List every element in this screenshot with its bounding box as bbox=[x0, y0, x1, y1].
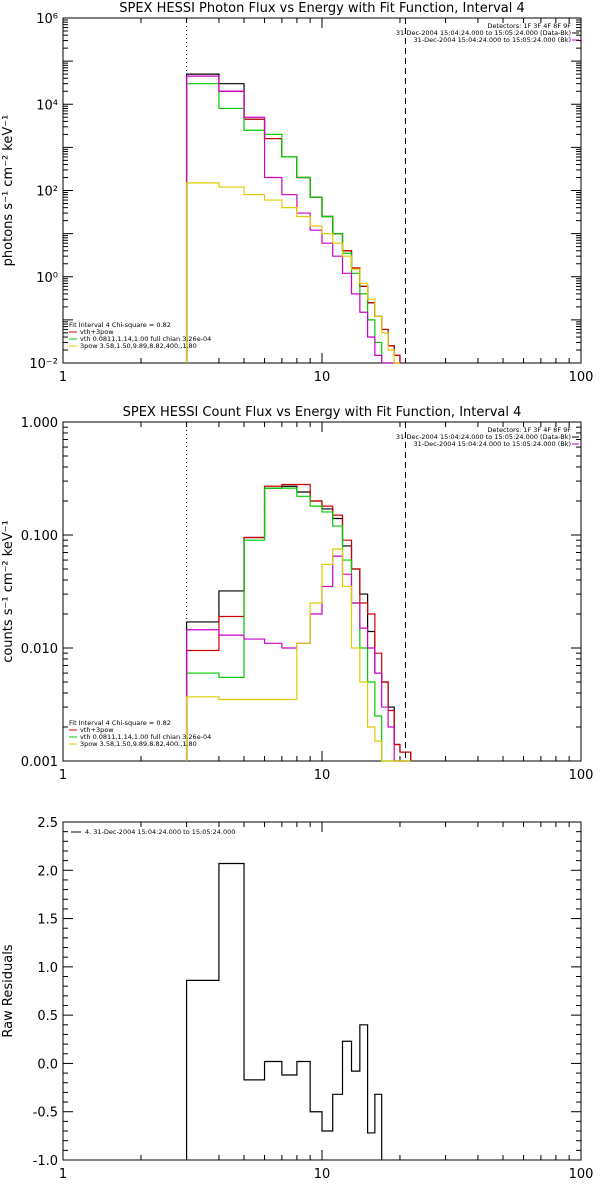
raw-residuals-y-axis-label: Raw Residuals bbox=[1, 944, 16, 1037]
count-flux-fit-legend-entry: Fit Interval 4 Chi-square = 0.82 bbox=[69, 719, 171, 727]
count-flux-series-1 bbox=[185, 483, 412, 761]
photon-flux-y-tick-label: 10² bbox=[36, 185, 58, 200]
photon-flux-panel: SPEX HESSI Photon Flux vs Energy with Fi… bbox=[1, 1, 593, 385]
photon-flux-y-tick-label: 10⁻² bbox=[29, 357, 58, 372]
count-flux-fit-legend-entry: vth+3pow bbox=[80, 726, 114, 734]
raw-residuals-x-tick-label: 1 bbox=[59, 1167, 67, 1182]
raw-residuals-y-tick-label: 1.5 bbox=[37, 913, 58, 928]
photon-flux-fit-legend-entry: vth 0.0811,1.14,1.00 full chian 3.26e-04 bbox=[80, 335, 211, 343]
count-flux-detector-info: Detectors: 1F 3F 4F 8F 9F bbox=[487, 426, 571, 434]
photon-flux-title: SPEX HESSI Photon Flux vs Energy with Fi… bbox=[119, 1, 525, 16]
raw-residuals-y-tick-label: 0.5 bbox=[37, 1009, 58, 1024]
raw-residuals-series-0 bbox=[185, 862, 383, 1160]
count-flux-series-0 bbox=[185, 485, 412, 761]
photon-flux-series-4 bbox=[185, 182, 400, 364]
raw-residuals-y-tick-label: 0.0 bbox=[37, 1057, 58, 1072]
photon-flux-x-tick-label: 100 bbox=[569, 370, 594, 385]
photon-flux-series-3 bbox=[185, 75, 400, 364]
photon-flux-detector-info: Detectors: 1F 3F 4F 8F 9F bbox=[487, 22, 571, 30]
photon-flux-fit-legend-entry: 3pow 3.58,1.50,9.89,8.82,400.,1.80 bbox=[80, 342, 197, 350]
count-flux-detector-info: 31-Dec-2004 15:04:24.000 to 15:05:24.000… bbox=[414, 440, 572, 448]
photon-flux-plot-frame bbox=[62, 17, 582, 364]
raw-residuals-y-tick-label: 2.0 bbox=[37, 864, 58, 879]
count-flux-y-tick-label: 1.000 bbox=[21, 416, 58, 431]
raw-residuals-y-tick-label: -0.5 bbox=[33, 1106, 58, 1121]
photon-flux-y-tick-label: 10⁰ bbox=[36, 271, 58, 286]
count-flux-fit-legend-entry: vth 0.0811,1.14,1.00 full chian 3.26e-04 bbox=[80, 733, 211, 741]
photon-flux-x-tick-label: 1 bbox=[59, 370, 67, 385]
count-flux-y-tick-label: 0.100 bbox=[21, 529, 58, 544]
raw-residuals-x-tick-label: 100 bbox=[569, 1167, 594, 1182]
photon-flux-fit-legend-entry: vth+3pow bbox=[80, 328, 114, 336]
raw-residuals-plot-frame bbox=[62, 821, 582, 1161]
count-flux-x-tick-label: 1 bbox=[59, 768, 67, 783]
count-flux-x-tick-label: 10 bbox=[314, 768, 331, 783]
count-flux-y-tick-label: 0.001 bbox=[21, 755, 58, 770]
raw-residuals-y-tick-label: 1.0 bbox=[37, 961, 58, 976]
count-flux-panel: SPEX HESSI Count Flux vs Energy with Fit… bbox=[1, 405, 593, 783]
count-flux-y-axis-label: counts s⁻¹ cm⁻² keV⁻¹ bbox=[1, 520, 16, 663]
photon-flux-x-tick-label: 10 bbox=[314, 370, 331, 385]
count-flux-x-tick-label: 100 bbox=[569, 768, 594, 783]
count-flux-y-tick-label: 0.010 bbox=[21, 642, 58, 657]
raw-residuals-panel: Raw Residuals 1 10 100 -1.0 -0.5 0.0 0.5 1.0 1.5 2… bbox=[1, 816, 593, 1182]
count-flux-fit-legend-entry: 3pow 3.58,1.50,9.89,8.82,400.,1.80 bbox=[80, 740, 197, 748]
count-flux-series-3 bbox=[185, 555, 411, 762]
raw-residuals-y-tick-label: -1.0 bbox=[33, 1154, 58, 1169]
count-flux-title: SPEX HESSI Count Flux vs Energy with Fit… bbox=[123, 405, 522, 420]
photon-flux-detector-info: 31-Dec-2004 15:04:24.000 to 15:05:24.000… bbox=[396, 29, 571, 37]
photon-flux-y-tick-label: 10⁶ bbox=[36, 12, 58, 27]
raw-residuals-legend-entry: 4. 31-Dec-2004 15:04:24.000 to 15:05:24.… bbox=[85, 828, 235, 836]
photon-flux-y-tick-label: 10⁴ bbox=[36, 98, 58, 113]
photon-flux-y-axis-label: photons s⁻¹ cm⁻² keV⁻¹ bbox=[1, 115, 16, 267]
raw-residuals-x-tick-label: 10 bbox=[314, 1167, 331, 1182]
photon-flux-detector-info: 31-Dec-2004 15:04:24.000 to 15:05:24.000… bbox=[414, 36, 572, 44]
count-flux-series-2 bbox=[185, 487, 411, 762]
raw-residuals-y-tick-label: 2.5 bbox=[37, 816, 58, 831]
photon-flux-fit-legend-entry: Fit Interval 4 Chi-square = 0.82 bbox=[69, 321, 171, 329]
count-flux-series-4 bbox=[185, 548, 411, 762]
count-flux-detector-info: 31-Dec-2004 15:04:24.000 to 15:05:24.000… bbox=[396, 433, 571, 441]
photon-flux-series-2 bbox=[185, 83, 400, 364]
